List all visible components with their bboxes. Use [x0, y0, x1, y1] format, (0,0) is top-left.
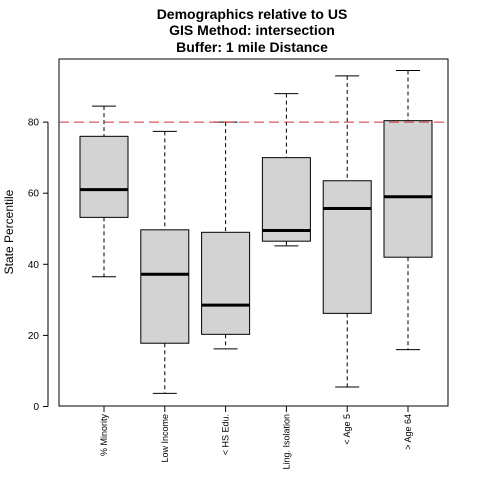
- box-1: [79, 105, 129, 278]
- box-body: [79, 135, 129, 218]
- y-tick-label: 60: [28, 189, 40, 200]
- box-body: [201, 231, 251, 335]
- x-axis: % Minority Low Income < HS Edu. Ling. Isola…: [99, 405, 413, 470]
- x-tick-label: % Minority: [99, 414, 109, 457]
- x-tick-label: > Age 64: [403, 414, 413, 450]
- box-5: [322, 75, 372, 388]
- box-6: [383, 70, 433, 351]
- y-tick-label: 0: [33, 402, 39, 413]
- x-tick-label: Ling. Isolation: [281, 414, 291, 470]
- box-body: [261, 157, 311, 242]
- y-tick-label: 20: [28, 331, 40, 342]
- box-series: [79, 70, 433, 394]
- box-3: [201, 121, 251, 350]
- x-tick-label: < Age 5: [342, 414, 352, 445]
- box-body: [322, 180, 372, 314]
- y-tick-label: 40: [28, 260, 40, 271]
- box-2: [140, 130, 190, 394]
- box-body: [383, 120, 433, 258]
- y-axis: 0 20 40 60 80: [28, 118, 49, 413]
- box-body: [140, 229, 190, 344]
- chart-title-line-1: Demographics relative to US: [157, 6, 348, 22]
- y-axis-label: State Percentile: [2, 189, 16, 274]
- box-4: [261, 93, 311, 247]
- chart-title-line-2: GIS Method: intersection: [169, 22, 335, 38]
- x-tick-label: Low Income: [160, 414, 170, 463]
- x-tick-label: < HS Edu.: [221, 414, 231, 455]
- y-tick-label: 80: [28, 118, 40, 129]
- chart-title-line-3: Buffer: 1 mile Distance: [176, 39, 328, 55]
